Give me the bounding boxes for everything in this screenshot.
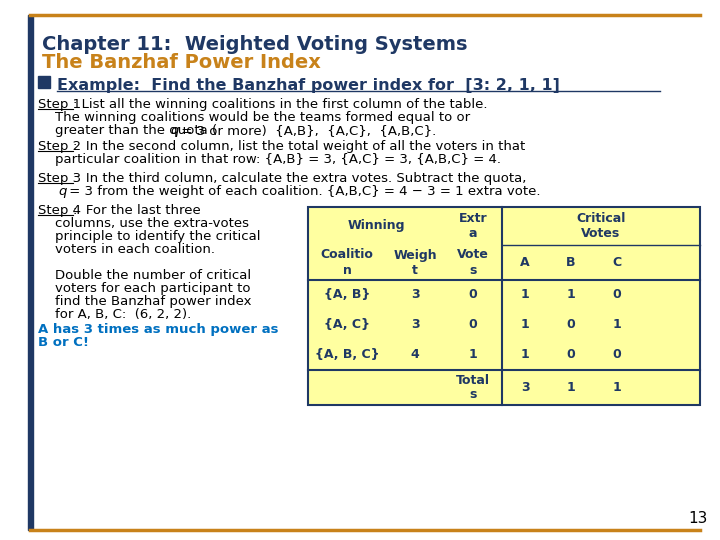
Text: for A, B, C:  (6, 2, 2).: for A, B, C: (6, 2, 2). (38, 308, 192, 321)
Text: The Banzhaf Power Index: The Banzhaf Power Index (42, 53, 321, 72)
Text: Extr
a: Extr a (459, 212, 487, 240)
Text: 1: 1 (567, 381, 575, 394)
Text: 4: 4 (410, 348, 419, 361)
Text: B or C!: B or C! (38, 336, 89, 349)
Text: B: B (566, 256, 576, 269)
Bar (308, 207, 700, 405)
Text: columns, use the extra-votes: columns, use the extra-votes (38, 217, 249, 230)
Text: voters for each participant to: voters for each participant to (38, 282, 251, 295)
Text: 0: 0 (469, 288, 477, 301)
Text: 1: 1 (469, 348, 477, 361)
Text: :  In the second column, list the total weight of all the voters in that: : In the second column, list the total w… (73, 140, 525, 153)
Text: Step 1: Step 1 (38, 98, 81, 111)
Text: 13: 13 (688, 511, 708, 526)
Text: 1: 1 (567, 288, 575, 301)
Text: 1: 1 (521, 319, 529, 332)
Text: :  In the third column, calculate the extra votes. Subtract the quota,: : In the third column, calculate the ext… (73, 172, 526, 185)
Text: 1: 1 (613, 381, 621, 394)
Text: particular coalition in that row: {A,B} = 3, {A,C} = 3, {A,B,C} = 4.: particular coalition in that row: {A,B} … (38, 153, 501, 166)
Text: = 3 or more)  {A,B},  {A,C},  {A,B,C}.: = 3 or more) {A,B}, {A,C}, {A,B,C}. (177, 124, 436, 137)
Text: A has 3 times as much power as: A has 3 times as much power as (38, 323, 279, 336)
Text: 3: 3 (410, 288, 419, 301)
Text: Critical
Votes: Critical Votes (576, 212, 626, 240)
Bar (38, 76, 50, 88)
Text: {A, C}: {A, C} (324, 319, 370, 332)
Text: Total
s: Total s (456, 374, 490, 402)
Text: Chapter 11:  Weighted Voting Systems: Chapter 11: Weighted Voting Systems (42, 35, 467, 54)
Text: principle to identify the critical: principle to identify the critical (38, 230, 261, 243)
Text: Coalitio
n: Coalitio n (320, 248, 374, 276)
Text: Step 2: Step 2 (38, 140, 81, 153)
Text: Winning: Winning (347, 219, 405, 233)
Text: 1: 1 (613, 319, 621, 332)
Text: 3: 3 (410, 319, 419, 332)
Text: {A, B, C}: {A, B, C} (315, 348, 379, 361)
Text: {A, B}: {A, B} (324, 288, 370, 301)
Text: q: q (58, 185, 66, 198)
Text: Step 3: Step 3 (38, 172, 81, 185)
Text: find the Banzhaf power index: find the Banzhaf power index (38, 295, 251, 308)
Text: Vote
s: Vote s (457, 248, 489, 276)
Text: The winning coalitions would be the teams formed equal to or: The winning coalitions would be the team… (38, 111, 470, 124)
Text: Double the number of critical: Double the number of critical (38, 269, 251, 282)
Text: 0: 0 (567, 319, 575, 332)
Text: voters in each coalition.: voters in each coalition. (38, 243, 215, 256)
Text: Example:  Find the Banzhaf power index for  [3: 2, 1, 1]: Example: Find the Banzhaf power index fo… (57, 78, 560, 93)
Text: 0: 0 (613, 348, 621, 361)
Text: 0: 0 (469, 319, 477, 332)
Text: = 3 from the weight of each coalition. {A,B,C} = 4 − 3 = 1 extra vote.: = 3 from the weight of each coalition. {… (65, 185, 541, 198)
Text: : List all the winning coalitions in the first column of the table.: : List all the winning coalitions in the… (73, 98, 487, 111)
Text: 1: 1 (521, 348, 529, 361)
Text: 0: 0 (567, 348, 575, 361)
Text: 0: 0 (613, 288, 621, 301)
Text: C: C (613, 256, 621, 269)
Text: Step 4: Step 4 (38, 204, 81, 217)
Text: 1: 1 (521, 288, 529, 301)
Text: 3: 3 (521, 381, 529, 394)
Text: greater than the quota (: greater than the quota ( (38, 124, 217, 137)
Text: Weigh
t: Weigh t (393, 248, 437, 276)
Text: :  For the last three: : For the last three (73, 204, 201, 217)
Text: A: A (520, 256, 530, 269)
Bar (28, 15, 33, 530)
Text: q: q (170, 124, 179, 137)
